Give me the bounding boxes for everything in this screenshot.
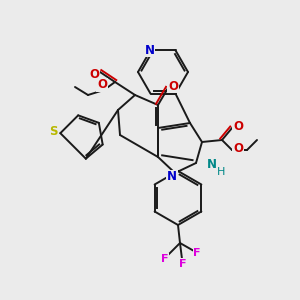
Text: O: O (233, 142, 243, 154)
Text: S: S (49, 125, 58, 138)
Text: N: N (167, 170, 177, 184)
Text: F: F (193, 248, 201, 258)
Text: O: O (233, 119, 243, 133)
Text: O: O (97, 79, 107, 92)
Text: H: H (217, 167, 225, 177)
Text: F: F (161, 254, 169, 264)
Text: N: N (145, 44, 154, 57)
Text: N: N (207, 158, 217, 172)
Text: O: O (168, 80, 178, 92)
Text: O: O (89, 68, 99, 80)
Text: F: F (179, 259, 187, 269)
